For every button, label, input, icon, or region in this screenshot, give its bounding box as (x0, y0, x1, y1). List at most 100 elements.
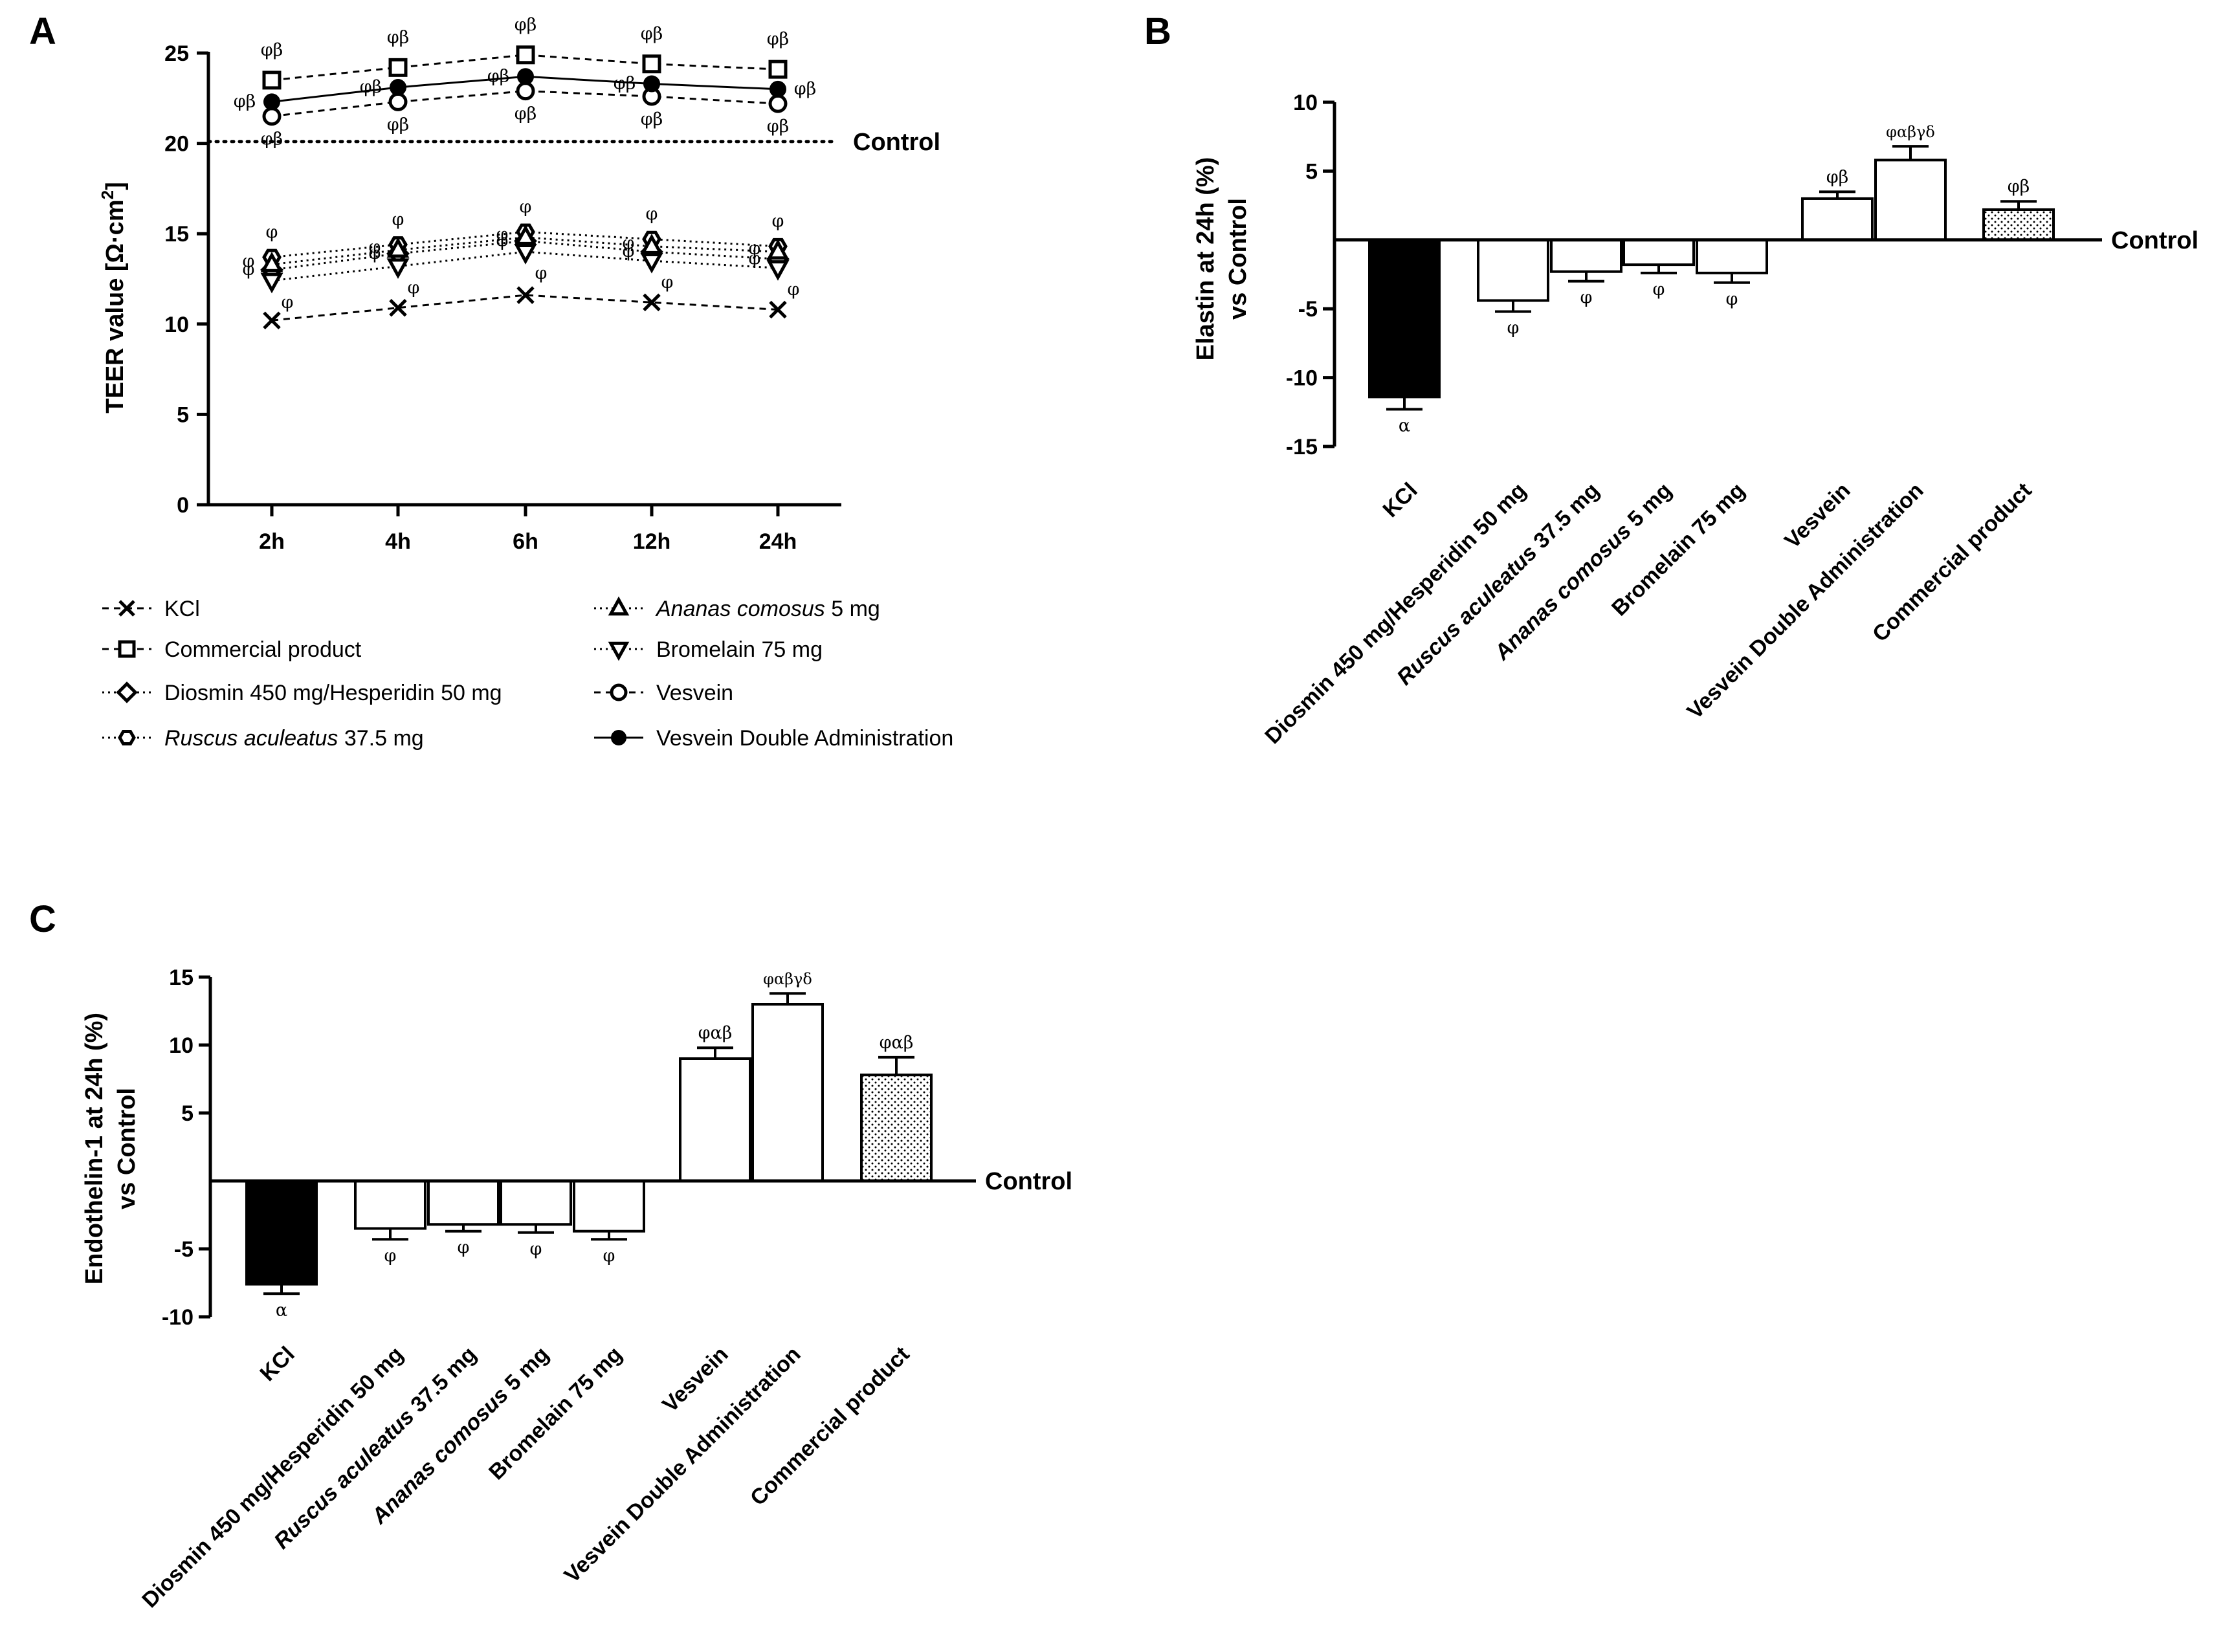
panel-a-point-vesvein-double-administration (263, 93, 280, 111)
panel-b-control-label: Control (2111, 227, 2198, 254)
panel-a-y-tick-label: 20 (164, 132, 189, 157)
legend-label-name: Vesvein (656, 681, 733, 705)
panel-b-significance-label: φβ (2008, 177, 2030, 197)
category-label-name: KCl (255, 1342, 299, 1386)
legend-label-suffix: 5 mg (825, 597, 880, 621)
panel-a-x-tick-label: 24h (759, 529, 797, 554)
panel-b-significance-label: φ (1653, 280, 1665, 300)
legend-marker-ruscus-aculeatus (118, 730, 136, 745)
panel-b-y-axis-title-line1: Elastin at 24h (%) (1192, 157, 1219, 361)
panel-c-significance-label: φ (603, 1246, 615, 1266)
panel-a-significance-label: φβ (794, 79, 817, 99)
panel-b-bar-vesvein (1801, 197, 1874, 241)
legend-label-diosmin-450-mg-hesperidin-50-mg: Diosmin 450 mg/Hesperidin 50 mg (164, 681, 502, 705)
category-label-name: Ananas comosus (1489, 519, 1636, 666)
legend-label-vesvein-double-administration: Vesvein Double Administration (656, 726, 953, 751)
panel-b-significance-label: φβ (1826, 167, 1849, 187)
panel-b-significance-label: φαβγδ (1886, 123, 1935, 141)
panel-c-x-category-label: Vesvein (658, 1342, 733, 1417)
panel-a-point-commercial-product (262, 71, 282, 90)
legend-label-bromelain-75-mg: Bromelain 75 mg (656, 637, 823, 662)
panel-a-significance-label: φβ (487, 66, 510, 86)
panel-c-bar-bromelain-75-mg (573, 1180, 645, 1233)
panel-a-point-commercial-product (516, 45, 535, 65)
panel-a-significance-label: φ (749, 248, 761, 269)
panel-b-bar-diosmin-450-mg-hesperidin-50-mg (1477, 238, 1549, 302)
panel-a-point-vesvein-double-administration (769, 80, 786, 98)
legend-marker-bromelain-75-mg (608, 641, 630, 661)
legend-label-name: Commercial product (164, 637, 362, 662)
panel-label-a: A (29, 10, 56, 52)
category-label-name: Ruscus aculeatus (1392, 540, 1542, 690)
panel-a-significance-label: φ (772, 212, 784, 232)
panel-b-x-category-label: KCl (1378, 478, 1422, 522)
panel-b-y-tick-label: -15 (1286, 435, 1318, 459)
panel-a-significance-label: φβ (515, 104, 537, 124)
panel-a-significance-label: φ (646, 204, 658, 225)
panel-a-point-ananas-comosus (260, 252, 283, 272)
panel-a-significance-label: φ (243, 259, 255, 280)
panel-b-y-tick-label: -10 (1286, 366, 1318, 391)
panel-c-y-tick-label: 10 (169, 1033, 194, 1058)
panel-a-control-label: Control (853, 129, 940, 156)
panel-b-x-category-label: Vesvein (1780, 478, 1855, 553)
panel-c-bar-ananas-comosus (500, 1180, 572, 1226)
panel-b-bar-vesvein-double-administration (1874, 159, 1947, 241)
panel-a-significance-label: φ (408, 278, 420, 298)
panel-b-significance-label: φ (1580, 288, 1593, 308)
category-label-name: Bromelain 75 mg (1607, 478, 1750, 621)
category-label-name: Vesvein (658, 1342, 733, 1417)
panel-a-x-tick-label: 12h (633, 529, 671, 554)
panel-a-significance-label: φβ (261, 129, 283, 149)
panel-a-significance-label: φ (369, 237, 381, 257)
panel-a-point-kcl (263, 311, 281, 329)
panel-b-bar-bromelain-75-mg (1696, 238, 1768, 274)
panel-a-significance-label: φβ (234, 91, 256, 111)
legend-label-name: Ananas comosus (655, 597, 825, 621)
legend-label-ruscus-aculeatus: Ruscus aculeatus 37.5 mg (164, 726, 424, 751)
panel-a-point-kcl (516, 286, 535, 304)
legend-marker-vesvein-double-administration (611, 730, 626, 745)
panel-c-significance-label: φαβ (880, 1033, 914, 1053)
panel-b-x-category-label: Bromelain 75 mg (1607, 478, 1750, 621)
panel-b-y-tick-label: 5 (1305, 159, 1318, 184)
panel-a-significance-label: φβ (614, 73, 636, 93)
legend-label-kcl: KCl (164, 597, 200, 621)
panel-a-point-vesvein (768, 94, 788, 113)
panel-a-y-tick-label: 15 (164, 222, 189, 247)
panel-a-significance-label: φ (749, 239, 761, 259)
panel-a-significance-label: φβ (641, 24, 663, 44)
panel-a-y-tick-label: 0 (177, 493, 189, 518)
panel-b-y-tick-label: 10 (1293, 91, 1318, 115)
panel-a-point-ananas-comosus (640, 234, 663, 254)
panel-a-significance-label: φ (369, 243, 381, 263)
panel-b-bar-commercial-product (1982, 208, 2055, 241)
panel-a-point-vesvein-double-administration (517, 68, 534, 85)
panel-a-point-ananas-comosus (766, 239, 790, 260)
panel-b-significance-label: α (1399, 416, 1410, 436)
category-label-name: Ananas comosus (366, 1383, 513, 1530)
panel-a-significance-label: φ (623, 234, 635, 254)
panel-c-y-tick-label: 15 (169, 965, 194, 990)
panel-b-bar-chart: Elastin at 24h (%) vs Control 10 5 -5 -10 -1… (1192, 91, 2198, 749)
panel-c-x-category-label: KCl (255, 1342, 299, 1386)
panel-a-point-kcl (769, 300, 787, 319)
legend-label-name: Ruscus aculeatus (164, 726, 338, 751)
panel-a-point-vesvein-double-administration (390, 79, 406, 96)
panel-a-point-vesvein (388, 92, 408, 111)
panel-a-significance-label: φβ (767, 116, 790, 137)
panel-a-significance-label: φβ (261, 40, 283, 60)
panel-a-significance-label: φ (535, 263, 548, 283)
panel-c-x-category-label: Bromelain 75 mg (484, 1342, 627, 1485)
category-label-name: Vesvein (1780, 478, 1855, 553)
panel-a-significance-label: φ (266, 222, 278, 242)
legend-marker-kcl (118, 600, 135, 617)
panel-a-x-tick-label: 4h (385, 529, 411, 554)
panel-a-significance-label: φ (392, 210, 404, 230)
panel-c-bar-ruscus-aculeatus (427, 1180, 500, 1226)
panel-c-bar-kcl (245, 1180, 318, 1286)
panel-a-y-tick-label: 25 (164, 41, 189, 66)
panel-c-significance-label: α (276, 1300, 287, 1320)
panel-a-significance-label: φβ (515, 15, 537, 35)
category-label-name: KCl (1378, 478, 1422, 522)
